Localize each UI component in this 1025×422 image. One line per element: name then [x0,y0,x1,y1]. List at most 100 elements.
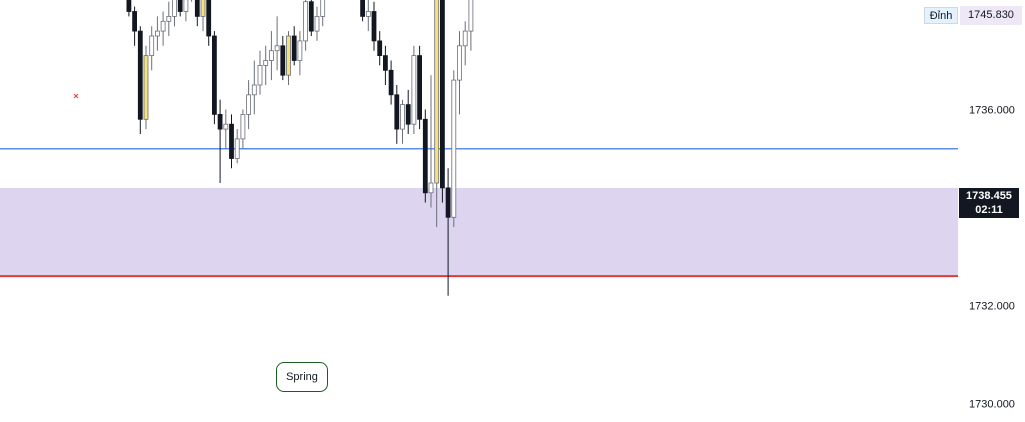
candle-body [263,60,269,66]
candle [457,31,462,115]
candle [451,70,457,228]
candle [126,0,132,17]
candle [411,45,417,134]
candle [439,0,445,203]
candle-body [434,0,440,184]
candle-body [291,35,297,61]
candle [308,0,314,36]
candle [234,129,240,164]
candle [434,0,440,228]
bar-countdown: 02:11 [975,204,1003,216]
red-x-icon [73,93,79,99]
candle [191,0,193,2]
candles [126,0,474,296]
candle-body [149,35,155,57]
candle-body [132,11,138,32]
candle-body [451,79,457,218]
candle [246,80,252,130]
candle-body [405,104,411,125]
candle-body [211,35,217,115]
current-price-tag: 1738.455 02:11 [959,188,1019,218]
peak-label: Đỉnh [924,7,958,24]
candle-body [200,0,206,17]
candle-body [382,55,388,71]
candle [240,109,246,149]
candle [166,1,172,36]
candle-body [417,55,423,120]
candle [268,31,274,81]
candle-body [439,0,445,189]
candle-body [445,187,451,218]
candle-body [286,35,291,76]
candle [177,0,183,17]
candle-body [400,104,405,130]
candle-body [223,123,229,130]
candle [217,99,223,183]
candle [286,31,291,85]
candle-body [422,118,428,194]
candle [405,89,411,134]
candle [468,0,474,51]
candle-body [394,94,400,130]
candle [160,11,166,46]
candle-body [217,114,223,130]
candle [371,1,377,51]
candle [280,36,286,81]
spring-callout: Spring [276,362,328,392]
candle-body [377,40,383,57]
candle-body [462,30,468,47]
candle-body [183,0,189,12]
candle [320,0,326,27]
candle-body [274,45,280,52]
candle [172,0,177,27]
zone-3 [0,187,958,277]
y-tick-label: 1730.000 [969,399,1015,411]
candle-body [308,1,314,32]
candle-body [251,84,257,96]
candle [194,0,200,27]
candle [462,21,468,66]
candle [229,114,234,169]
candle-body [457,45,462,81]
annotations: $$$$$$ [73,93,79,99]
horizontal-levels [0,147,958,278]
candle-body [172,0,177,17]
candle-body [194,0,200,17]
candle [223,109,229,149]
candle-body [240,114,246,140]
candle [400,99,405,144]
candle [297,31,303,76]
candle-body [246,94,252,115]
candle [394,85,400,144]
candle-body [280,45,286,76]
candle [314,6,320,41]
candle-body [143,55,149,120]
candle-body [303,1,309,42]
candle [422,109,428,203]
candle [143,45,149,130]
candle-body [360,0,366,17]
candle [257,50,263,95]
candle [445,168,451,296]
candle [251,60,257,115]
candle-body [297,40,303,61]
candle [417,45,423,130]
candle-body [314,15,320,32]
candle [132,6,138,46]
candle [365,0,371,32]
candle-body [468,0,474,32]
y-tick-label: 1732.000 [969,301,1015,313]
candle-body [388,69,394,96]
candle-body [365,11,371,17]
candle [149,26,155,71]
candle [183,0,189,22]
candle-body [166,15,172,22]
candle-body [371,11,377,42]
candle [428,75,434,208]
candle [200,0,206,32]
peak-price-label: 1745.830 [960,6,1022,25]
current-price-value: 1738.455 [966,190,1012,202]
supply-demand-zones [0,187,958,277]
candle-body [137,30,143,120]
